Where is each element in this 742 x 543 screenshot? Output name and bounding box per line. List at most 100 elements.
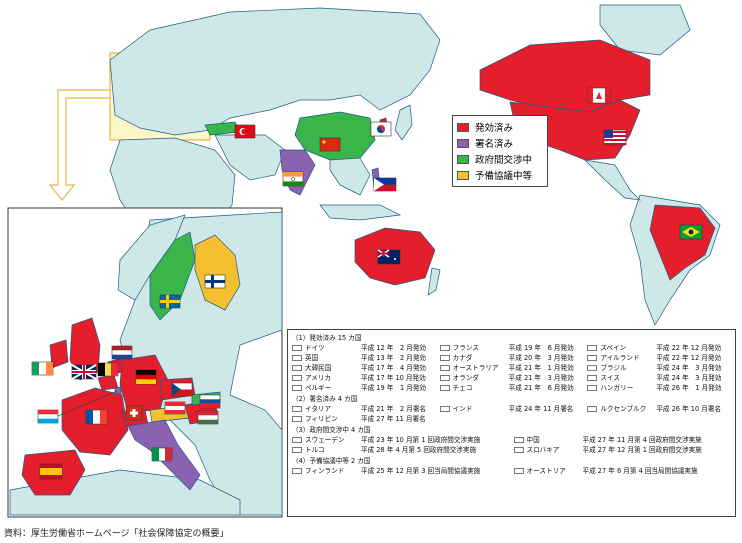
country-entry: 英国 平成 13 年 2 月発効 [292, 353, 436, 363]
flag-icon [587, 355, 598, 361]
country-entry: ベルギー 平成 19 年 1 月発効 [292, 383, 436, 393]
country-name: ドイツ [305, 344, 325, 352]
agreement-date: 平成 21 年 3 月発効 [508, 374, 574, 382]
flag-icon [292, 447, 302, 453]
country-entry [440, 414, 584, 424]
country-entry: オーストラリア 平成 21 年 1 月発効 [439, 363, 584, 373]
legend-swatch [457, 170, 469, 180]
agreement-date: 平成 25 年 12 月第 3 回当局間協議実施 [361, 467, 481, 475]
agreement-date: 平成 28 年 4 月第 5 回政府間交渉実施 [361, 446, 477, 454]
germany-flag [135, 369, 157, 385]
luxembourg-leader [57, 390, 118, 417]
country-entry: カナダ 平成 20 年 3 月発効 [439, 353, 584, 363]
legend-swatch [457, 154, 469, 164]
france-flag [85, 409, 108, 425]
agreement-date: 平成 19 年 1 月発効 [361, 384, 427, 392]
country-name: 英国 [305, 354, 319, 362]
country-entry: オランダ 平成 21 年 3 月発効 [439, 373, 584, 383]
country-name: 中国 [526, 436, 540, 444]
canada-flag [587, 87, 611, 104]
country-entry: スウェーデン 平成 23 年 10 月第 1 回政府間交渉実施 [292, 435, 510, 445]
section-title: （1）発効済み 15 カ国 [292, 334, 362, 342]
agreement-date: 平成 24 年 3 月発効 [656, 374, 722, 382]
italy-flag [151, 447, 173, 462]
country-finland [194, 234, 241, 311]
country-entry: インド 平成 24 年 11 月署名 [439, 404, 584, 414]
agreement-date: 平成 27 年 6 月第 4 回当局間協議実施 [582, 467, 698, 475]
country-name: オーストラリア [452, 364, 499, 372]
agreement-date: 平成 21 年 2 月署名 [361, 405, 427, 413]
country-china [294, 111, 376, 161]
flag-icon [513, 437, 524, 443]
agreement-date: 平成 27 年 11 月第 4 回政府間交渉実施 [582, 436, 702, 444]
legend-label: 署名済み [475, 139, 514, 150]
slovakia-flag [199, 394, 221, 409]
agreement-date: 平成 26 年 1 月発効 [656, 384, 722, 392]
flag-icon [292, 437, 302, 443]
agreement-date: 平成 13 年 2 月発効 [361, 354, 427, 362]
country-name: オランダ [452, 374, 480, 382]
switzerland-flag [125, 405, 143, 421]
land-central-america [583, 159, 641, 201]
country-name: ルクセンブルク [600, 405, 647, 413]
flag-icon [587, 406, 598, 412]
flag-icon [513, 447, 524, 453]
luxembourg-flag [37, 409, 59, 424]
country-name: アメリカ [305, 374, 332, 382]
land-middle-east [214, 134, 286, 181]
country-name: スロバキア [526, 446, 560, 454]
flag-icon [292, 345, 302, 351]
flag-icon [439, 355, 450, 361]
country-entry [587, 414, 731, 424]
legend-item: 発効済み [457, 119, 543, 135]
agreement-date: 平成 12 年 2 月発効 [361, 344, 427, 352]
country-name: スイス [600, 374, 620, 382]
land-new-zealand [427, 267, 441, 296]
country-entry: スペイン 平成 22 年 12 月発効 [587, 343, 731, 353]
country-name: ブラジル [600, 364, 627, 372]
country-entry: アイルランド 平成 22 年 12 月発効 [587, 353, 731, 363]
agreement-date: 平成 22 年 12 月発効 [656, 354, 722, 362]
brazil-flag [679, 224, 703, 240]
land-eurasia [109, 7, 441, 136]
legend-item: 署名済み [457, 135, 543, 151]
legend-label: 予備協議中等 [475, 171, 533, 182]
country-name: インド [452, 405, 473, 413]
country-name: カナダ [452, 354, 473, 362]
agreement-date: 平成 27 年 11 月署名 [361, 415, 426, 423]
agreement-date: 平成 27 年 12 月第 1 回政府間交渉実施 [582, 446, 702, 454]
flag-icon [439, 406, 450, 412]
country-name: フランス [452, 344, 479, 352]
hungary-flag [197, 410, 219, 425]
land-japan [394, 104, 413, 141]
legend-label: 政府間交渉中 [475, 155, 533, 166]
inset-arrow [48, 89, 111, 201]
flag-icon [587, 365, 598, 371]
flag-icon [292, 468, 302, 474]
country-entry: チェコ 平成 21 年 6 月発効 [439, 383, 584, 393]
agreement-date: 平成 20 年 3 月発効 [508, 354, 574, 362]
flag-icon [292, 416, 302, 422]
agreement-date: 平成 22 年 12 月発効 [656, 344, 722, 352]
section-title: （2）署名済み 4 カ国 [292, 395, 358, 403]
country-luxembourg [114, 386, 122, 395]
country-name: スペイン [600, 344, 627, 352]
section-title: （3）政府間交渉中 4 カ国 [292, 426, 371, 434]
turkey-flag [234, 124, 256, 139]
country-name: アイルランド [600, 354, 640, 362]
austria-flag [164, 401, 186, 415]
source-note: 資料：厚生労働省ホームページ「社会保障協定の概要」 [4, 529, 229, 539]
country-name: スウェーデン [305, 436, 345, 444]
flag-icon [292, 385, 302, 391]
agreement-date: 平成 21 年 6 月発効 [508, 384, 574, 392]
flag-icon [292, 355, 302, 361]
country-entry: フィンランド 平成 25 年 12 月第 3 回当局間協議実施 [292, 466, 510, 476]
finland-flag [204, 274, 226, 289]
country-entry: アメリカ 平成 17 年 10 月発効 [292, 373, 436, 383]
flag-icon [439, 375, 450, 381]
country-name: イタリア [305, 405, 332, 413]
netherlands-flag [111, 345, 133, 360]
legend-item: 予備協議中等 [457, 167, 543, 183]
agreement-date: 平成 21 年 1 月発効 [508, 364, 574, 372]
